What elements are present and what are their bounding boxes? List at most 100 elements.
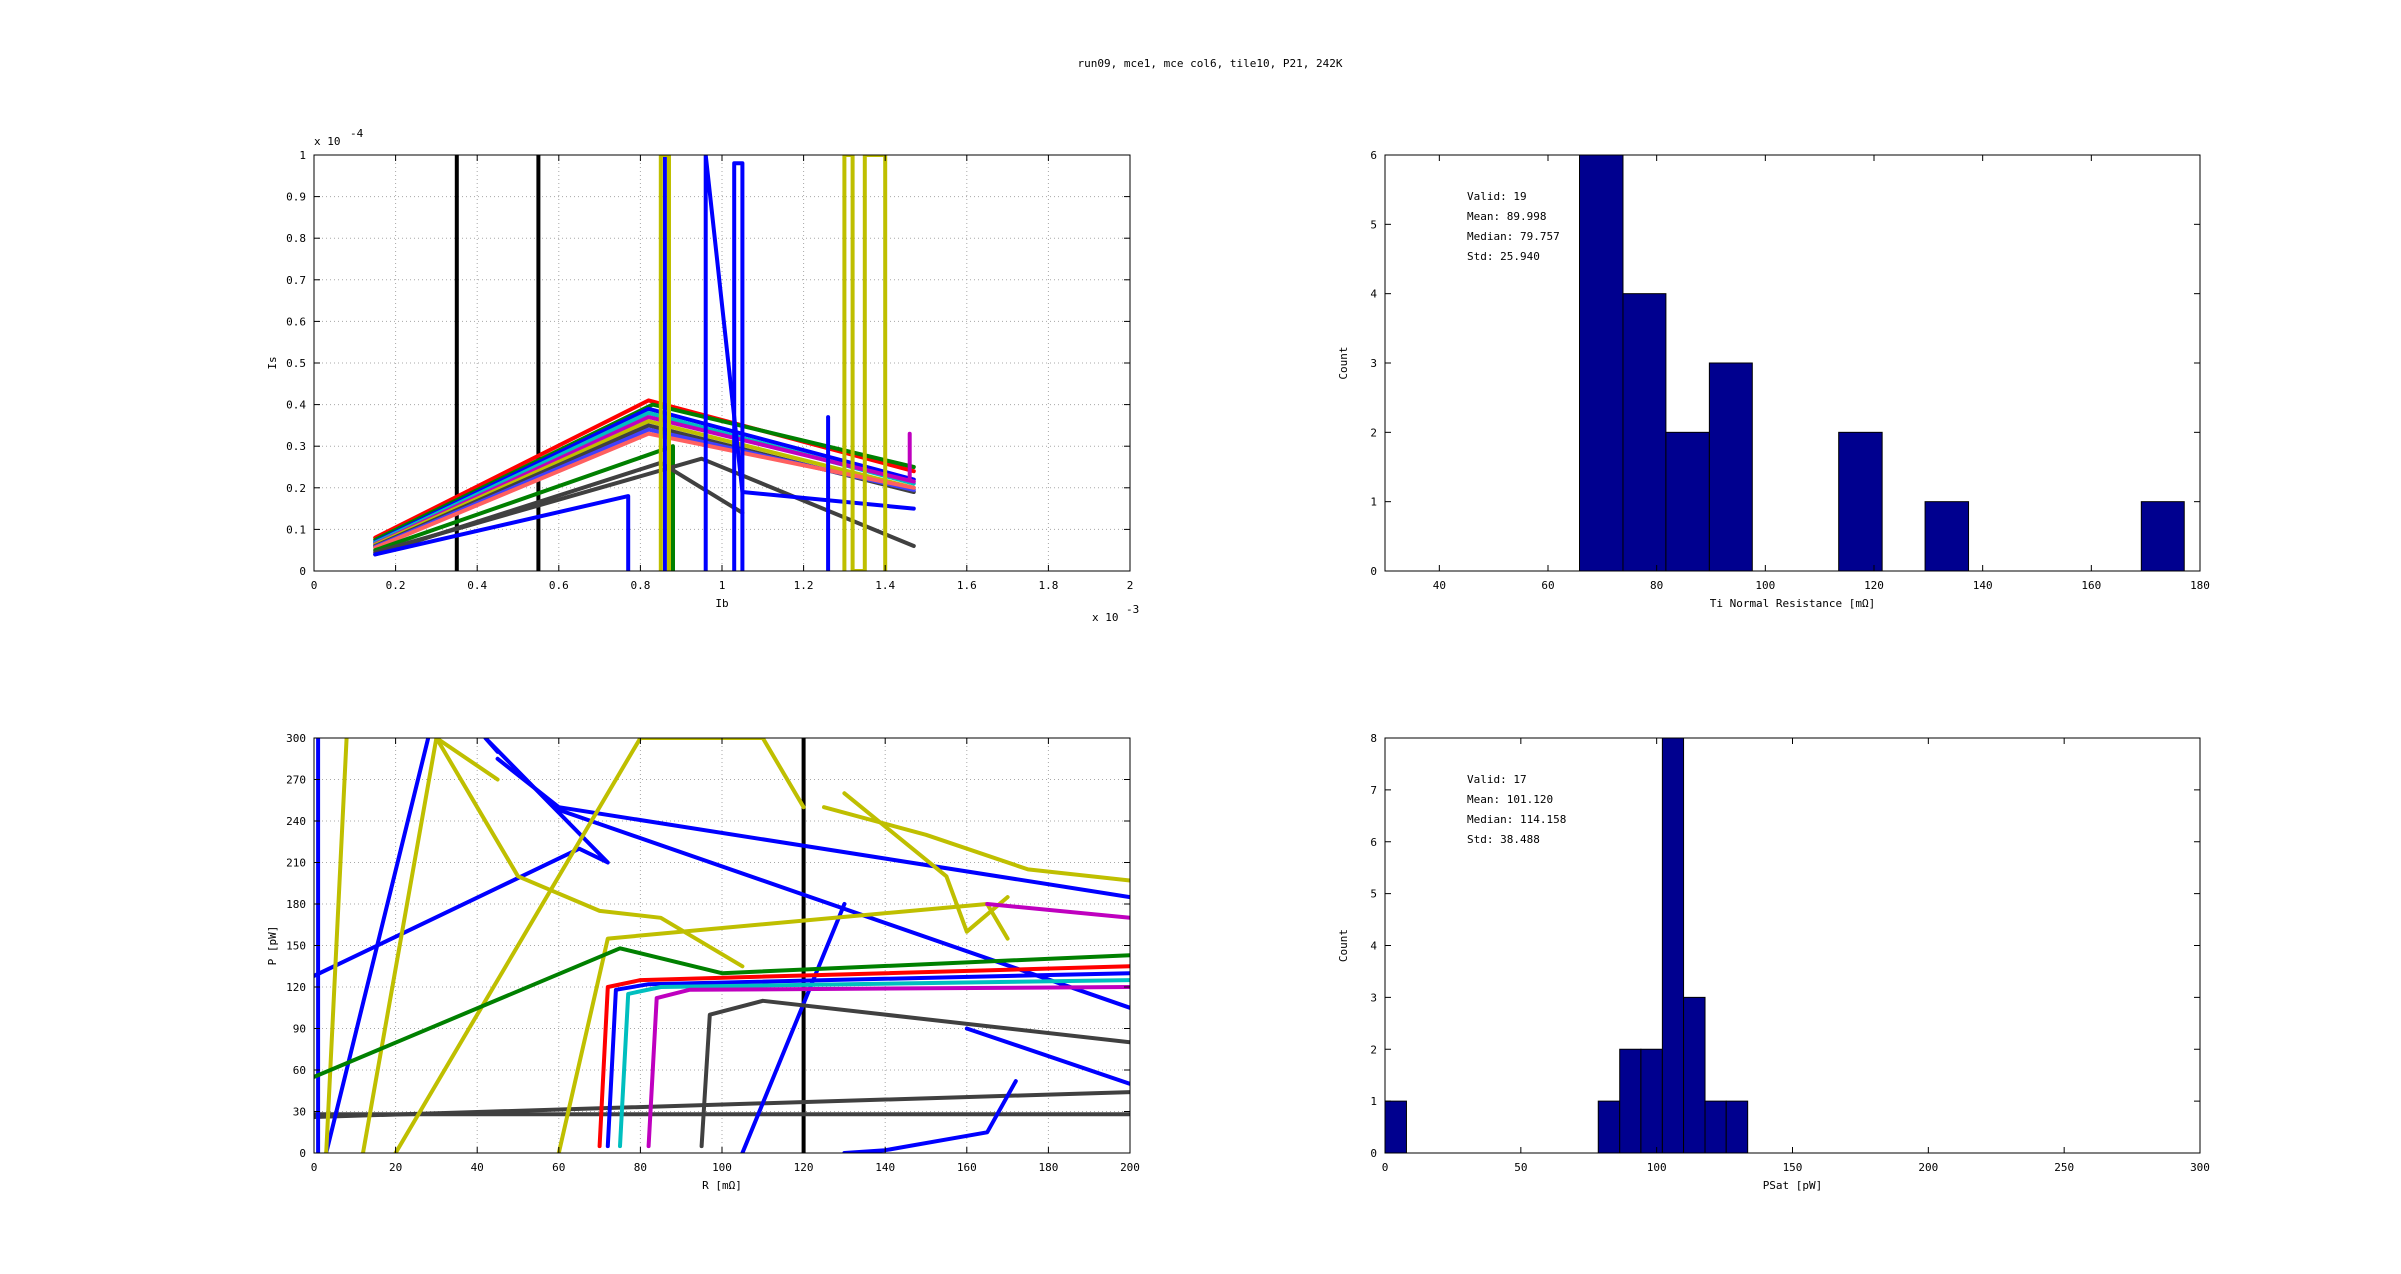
series-line-17 xyxy=(842,791,1010,934)
stats-line-0: Valid: 17 xyxy=(1467,773,1527,786)
series-line-24 xyxy=(985,902,1130,920)
series-line-18 xyxy=(314,946,1130,1079)
y-tick-label: 150 xyxy=(286,940,306,953)
y-tick-label: 240 xyxy=(286,815,306,828)
x-tick-label: 1.8 xyxy=(1038,579,1058,592)
x-tick-label: 100 xyxy=(712,1161,732,1174)
y-tick-label: 0.3 xyxy=(286,440,306,453)
histogram-bar-13 xyxy=(1661,738,1685,1153)
x-axis-label: Ti Normal Resistance [mΩ] xyxy=(1710,597,1876,610)
series-line-12 xyxy=(361,738,500,1153)
y-tick-label: 0 xyxy=(1370,1147,1377,1160)
x-tick-label: 100 xyxy=(1647,1161,1667,1174)
histogram-bar-16 xyxy=(1725,1100,1749,1153)
y-axis-label: Is xyxy=(266,356,279,369)
series-line-19 xyxy=(658,155,671,571)
chart-ti-normal-resistance-histogram: Valid: 19 Mean: 89.998 Median: 79.757 Std: … xyxy=(1337,149,2210,610)
x-tick-label: 200 xyxy=(1918,1161,1938,1174)
y-tick-label: 0.8 xyxy=(286,232,306,245)
series-line-15 xyxy=(434,738,745,969)
histogram-bar-0 xyxy=(1385,1100,1407,1153)
plot-area xyxy=(1579,155,2185,571)
histogram-bar-1 xyxy=(1622,293,1667,571)
series-line-9 xyxy=(842,1079,1018,1153)
stats-line-2: Median: 79.757 xyxy=(1467,230,1560,243)
series-line-11 xyxy=(373,444,675,571)
series-line-19 xyxy=(597,964,1130,1149)
plot-area xyxy=(373,155,916,571)
x-tick-label: 200 xyxy=(1120,1161,1140,1174)
y-axis-label: Count xyxy=(1337,929,1350,962)
x-tick-label: 20 xyxy=(389,1161,402,1174)
histogram-bar-14 xyxy=(1683,996,1706,1153)
y-tick-label: 6 xyxy=(1370,836,1377,849)
y-tick-label: 1 xyxy=(1370,1095,1377,1108)
x-tick-label: 0.6 xyxy=(549,579,569,592)
y-tick-label: 3 xyxy=(1370,991,1377,1004)
x-tick-label: 180 xyxy=(1038,1161,1058,1174)
y-tick-label: 0.6 xyxy=(286,315,306,328)
x-tick-label: 120 xyxy=(1864,579,1884,592)
x-tick-label: 60 xyxy=(552,1161,565,1174)
x-tick-label: 250 xyxy=(2054,1161,2074,1174)
y-tick-label: 0 xyxy=(299,565,306,578)
y-tick-label: 1 xyxy=(299,149,306,162)
x-tick-label: 80 xyxy=(1650,579,1663,592)
y-tick-label: 3 xyxy=(1370,357,1377,370)
y-tick-label: 120 xyxy=(286,981,306,994)
series-line-7 xyxy=(373,419,916,547)
series-line-5 xyxy=(314,738,610,978)
series-line-6 xyxy=(495,756,1130,900)
histogram-bar-3 xyxy=(1708,362,1753,571)
y-tick-label: 7 xyxy=(1370,784,1377,797)
histogram-bar-6 xyxy=(1838,431,1883,571)
histogram-bar-13 xyxy=(2140,501,2185,571)
y-tick-label: 0.1 xyxy=(286,523,306,536)
x-tick-label: 0 xyxy=(1382,1161,1389,1174)
y-tick-label: 8 xyxy=(1370,732,1377,745)
y-tick-label: 2 xyxy=(1370,426,1377,439)
y-axis-label: Count xyxy=(1337,346,1350,379)
x-tick-label: 150 xyxy=(1783,1161,1803,1174)
histogram-bar-11 xyxy=(1619,1048,1642,1153)
x-tick-label: 0.4 xyxy=(467,579,487,592)
histogram-bar-0 xyxy=(1579,155,1624,571)
histogram-bar-2 xyxy=(1665,431,1710,571)
x-tick-label: 140 xyxy=(875,1161,895,1174)
y-tick-label: 90 xyxy=(293,1023,306,1036)
series-line-14 xyxy=(373,494,631,571)
x-exponent-power: -3 xyxy=(1126,603,1139,616)
x-tick-label: 160 xyxy=(2081,579,2101,592)
x-tick-label: 1.4 xyxy=(875,579,895,592)
y-tick-label: 2 xyxy=(1370,1043,1377,1056)
y-tick-label: 30 xyxy=(293,1106,306,1119)
x-tick-label: 140 xyxy=(1973,579,1993,592)
series-line-22 xyxy=(646,985,1130,1149)
chart-psat-histogram: Valid: 17 Mean: 101.120 Median: 114.158 Std… xyxy=(1337,732,2210,1192)
stats-line-0: Valid: 19 xyxy=(1467,190,1527,203)
series-line-10 xyxy=(373,431,916,550)
y-tick-label: 5 xyxy=(1370,888,1377,901)
y-tick-label: 0 xyxy=(299,1147,306,1160)
series-line-11 xyxy=(324,738,349,1153)
series-line-21 xyxy=(618,978,1130,1149)
y-exponent-label: x 10 xyxy=(314,135,341,148)
y-tick-label: 0.9 xyxy=(286,191,306,204)
y-tick-label: 270 xyxy=(286,774,306,787)
stats-line-3: Std: 25.940 xyxy=(1467,250,1540,263)
series-line-20 xyxy=(605,971,1130,1149)
x-tick-label: 60 xyxy=(1541,579,1554,592)
x-tick-label: 0.2 xyxy=(386,579,406,592)
x-tick-label: 1.2 xyxy=(794,579,814,592)
histogram-bar-10 xyxy=(1597,1100,1621,1153)
x-axis-label: R [mΩ] xyxy=(702,1179,742,1192)
chart-p-vs-r: 0 20 40 60 80 100 120 140 160 180 200 0 30 60 90 120 150… xyxy=(266,732,1140,1192)
series-line-23 xyxy=(699,998,1130,1149)
x-tick-label: 180 xyxy=(2190,579,2210,592)
plot-area xyxy=(1385,738,1749,1153)
y-tick-label: 6 xyxy=(1370,149,1377,162)
y-tick-label: 5 xyxy=(1370,218,1377,231)
y-tick-label: 0.7 xyxy=(286,274,306,287)
y-tick-label: 180 xyxy=(286,898,306,911)
